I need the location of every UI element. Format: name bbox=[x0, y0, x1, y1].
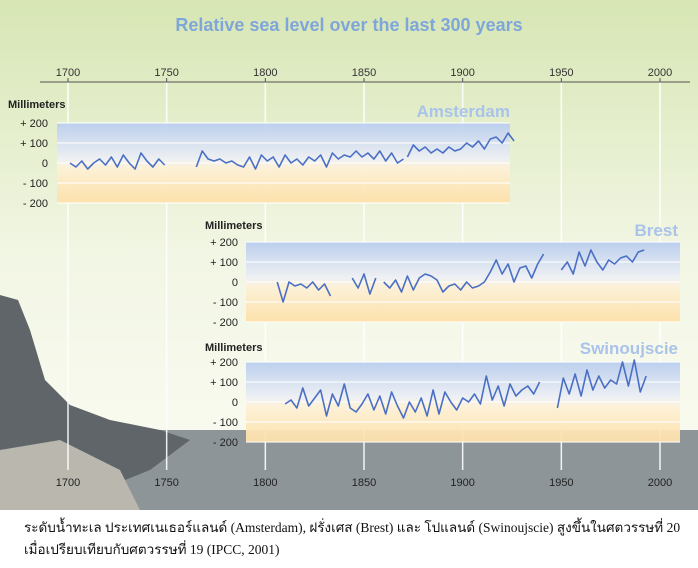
series-line-brest bbox=[383, 253, 545, 293]
panel-amsterdam: + 200 + 100 0 - 100 - 200 Millimeters Amsterda… bbox=[8, 99, 515, 210]
x-tick-label-bottom: 1900 bbox=[450, 477, 474, 489]
y-tick-label: + 200 bbox=[20, 118, 48, 130]
y-tick-label: - 100 bbox=[23, 178, 48, 190]
y-axis-label: Millimeters bbox=[8, 99, 65, 111]
x-tick-label-bottom: 1700 bbox=[56, 477, 80, 489]
x-tick-label-top: 2000 bbox=[648, 67, 672, 79]
series-line-amsterdam bbox=[69, 152, 166, 170]
y-tick-label: + 100 bbox=[20, 138, 48, 150]
chart-title: Relative sea level over the last 300 yea… bbox=[175, 15, 522, 35]
series-label: Swinoujscie bbox=[580, 339, 678, 358]
y-axis-label: Millimeters bbox=[205, 342, 262, 354]
x-tick-label-bottom: 1850 bbox=[352, 477, 376, 489]
x-tick-label-top: 1800 bbox=[253, 67, 277, 79]
y-tick-label: - 200 bbox=[213, 317, 238, 329]
x-tick-label-bottom: 1800 bbox=[253, 477, 277, 489]
series-label: Amsterdam bbox=[416, 102, 510, 121]
x-tick-label-bottom: 1750 bbox=[154, 477, 178, 489]
series-line-swinoujscie bbox=[556, 359, 647, 409]
x-tick-label-top: 1950 bbox=[549, 67, 573, 79]
y-tick-label: 0 bbox=[232, 277, 238, 289]
y-tick-label: - 100 bbox=[213, 417, 238, 429]
caption-line-2: เมื่อเปรียบเทียบกับศตวรรษที่ 19 (IPCC, 2… bbox=[24, 542, 280, 557]
x-tick-label-top: 1850 bbox=[352, 67, 376, 79]
y-tick-label: - 200 bbox=[213, 437, 238, 449]
series-line-amsterdam bbox=[406, 132, 515, 158]
series-line-brest bbox=[276, 281, 332, 303]
x-tick-label-bottom: 1950 bbox=[549, 477, 573, 489]
panel-brest: + 200 + 100 0 - 100 - 200 Millimeters Brest bbox=[205, 220, 680, 329]
caption-line-1: ระดับน้ำทะเล ประเทศเนเธอร์แลนด์ (Amsterd… bbox=[24, 520, 681, 535]
y-tick-label: + 200 bbox=[210, 357, 238, 369]
y-tick-label: - 200 bbox=[23, 198, 48, 210]
y-tick-label: + 200 bbox=[210, 237, 238, 249]
y-tick-label: 0 bbox=[42, 158, 48, 170]
x-tick-label-top: 1700 bbox=[56, 67, 80, 79]
panel-swinoujscie: + 200 + 100 0 - 100 - 200 Millimeters Swinoujs… bbox=[205, 339, 680, 449]
y-tick-label: - 100 bbox=[213, 297, 238, 309]
series-line-brest bbox=[560, 249, 645, 275]
x-tick-label-bottom: 2000 bbox=[648, 477, 672, 489]
x-tick-label-top: 1900 bbox=[450, 67, 474, 79]
series-line-swinoujscie bbox=[284, 375, 541, 419]
series-line-brest bbox=[351, 273, 377, 295]
y-tick-label: + 100 bbox=[210, 257, 238, 269]
caption: ระดับน้ำทะเล ประเทศเนเธอร์แลนด์ (Amsterd… bbox=[24, 517, 694, 561]
series-label: Brest bbox=[635, 221, 679, 240]
x-tick-label-top: 1750 bbox=[154, 67, 178, 79]
y-tick-label: + 100 bbox=[210, 377, 238, 389]
beach bbox=[0, 440, 140, 510]
y-axis-label: Millimeters bbox=[205, 220, 262, 232]
sea-level-chart: 1700 1700 1750 1750 1800 1800 1850 1850 1900 1900… bbox=[0, 0, 698, 510]
series-line-amsterdam bbox=[195, 150, 404, 170]
y-tick-label: 0 bbox=[232, 397, 238, 409]
